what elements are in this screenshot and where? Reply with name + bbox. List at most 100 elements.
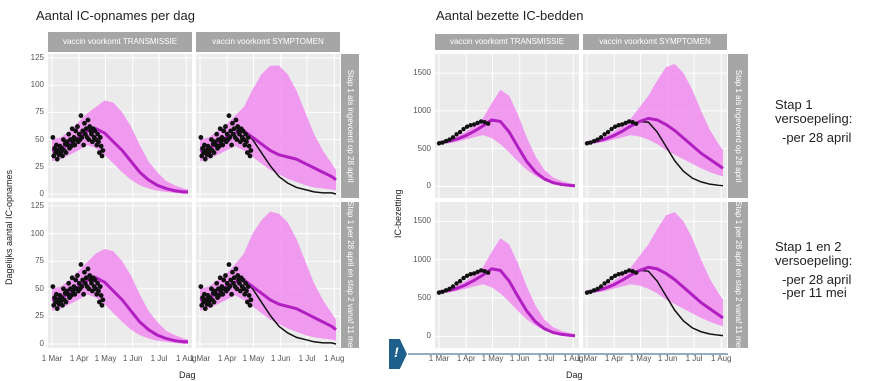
x-tick-label: 1 Jul <box>298 354 316 363</box>
observed-point <box>89 131 94 137</box>
reference-overlay <box>408 353 728 355</box>
facet-strip-symptomen: vaccin voorkomt SYMPTOMEN <box>196 32 340 52</box>
observed-point <box>584 290 590 295</box>
observed-point <box>246 293 252 298</box>
observed-point <box>440 289 445 295</box>
observed-point <box>223 273 228 278</box>
observed-point <box>244 299 250 305</box>
panel-plot <box>196 202 340 348</box>
observed-point <box>633 270 639 275</box>
observed-point <box>89 280 94 286</box>
x-tick-label: 1 May <box>94 354 117 363</box>
panel-plot <box>583 202 727 348</box>
step1-title: Stap 1 <box>775 97 813 112</box>
median-line <box>438 267 576 338</box>
y-tick-label: 50 <box>35 134 44 144</box>
x-tick-label: 1 Apr <box>217 354 237 363</box>
observed-point <box>243 131 249 137</box>
observed-point <box>54 156 60 162</box>
y-tick-label: 75 <box>35 107 44 117</box>
observed-point <box>616 272 621 277</box>
observed-point <box>447 137 452 142</box>
observed-point <box>244 150 250 156</box>
median-line <box>586 116 724 170</box>
observed-point <box>623 120 628 126</box>
x-tick-label: 1 Mar <box>41 354 63 363</box>
observed-point <box>78 262 84 267</box>
observed-point <box>234 137 240 142</box>
facet-strip-transmissie: vaccin voorkomt TRANSMISSIE <box>48 32 192 52</box>
observed-point <box>227 284 233 289</box>
facet-strip-row-stap12-label: Stap 1 per 28 april en stap 2 vanaf 11 m… <box>346 201 355 349</box>
observed-point <box>598 284 604 289</box>
observed-point <box>79 284 85 289</box>
observed-point <box>468 123 473 128</box>
observed-point <box>96 288 101 294</box>
y-tick-label: 25 <box>35 311 44 321</box>
x-tick-label: 1 Jun <box>509 354 530 363</box>
observed-point <box>96 299 102 305</box>
observed-point <box>83 126 89 132</box>
y-tick-label: 125 <box>30 201 44 210</box>
observed-point <box>224 280 230 286</box>
right-panel-transmissie-stap12 <box>435 202 579 348</box>
left-panel-symptomen-stap12 <box>196 202 340 348</box>
observed-point <box>591 138 597 144</box>
y-tick-label: 50 <box>35 283 44 293</box>
facet-strip-row-stap1: Stap 1 als ingevoerd op 28 april <box>341 54 359 198</box>
x-tick-label: 1 Jun <box>657 354 678 363</box>
right-y-axis-label: IC-bezetting <box>393 189 403 238</box>
observed-point <box>73 277 79 283</box>
observed-point <box>60 153 65 159</box>
observed-point <box>229 291 234 297</box>
observed-point <box>82 269 87 275</box>
observed-point <box>584 141 590 146</box>
facet-strip-row-stap12-right-label: Stap 1 per 28 april en stap 2 vanaf 11 m… <box>734 201 743 349</box>
observed-point <box>630 268 635 274</box>
observed-point <box>209 286 214 292</box>
x-tick-label: 1 Aug <box>563 354 584 363</box>
left-x-axis-label: Dag <box>179 370 196 380</box>
observed-point <box>54 306 60 312</box>
observed-point <box>595 137 600 142</box>
observed-point <box>235 124 241 129</box>
observed-point <box>221 128 227 134</box>
y-tick-label: 1500 <box>413 216 431 226</box>
observed-point <box>475 269 480 275</box>
uncertainty-band <box>200 65 336 191</box>
observed-point <box>485 270 491 275</box>
observed-point <box>244 288 249 294</box>
panel-plot <box>48 202 192 348</box>
step2-subtitle: versoepeling: <box>775 253 853 268</box>
panel-plot <box>196 54 340 198</box>
observed-point <box>92 277 98 283</box>
y-tick-label: 0 <box>39 339 44 348</box>
observed-point <box>471 271 477 276</box>
observed-point <box>228 277 234 283</box>
observed-point <box>208 302 213 308</box>
observed-point <box>457 129 463 135</box>
observed-point <box>86 137 92 142</box>
x-tick-label: 1 Jul <box>685 354 703 363</box>
panel-plot <box>48 54 192 198</box>
observed-point <box>244 139 249 145</box>
right-panel-symptomen-stap1 <box>583 54 727 198</box>
observed-point <box>78 113 84 119</box>
observed-point <box>89 288 95 294</box>
observed-point <box>198 284 204 289</box>
step2-date2: -per 11 mei <box>782 285 847 300</box>
observed-point <box>457 278 463 284</box>
observed-point <box>226 113 232 119</box>
observed-point <box>237 139 243 145</box>
y-tick-label: 25 <box>35 161 44 171</box>
observed-point <box>95 280 101 286</box>
observed-point <box>595 286 600 291</box>
x-tick-label: 1 Aug <box>324 354 345 363</box>
right-panel-transmissie-stap1 <box>435 54 579 198</box>
x-tick-label: 1 Mar <box>189 354 211 363</box>
observed-point <box>61 137 66 142</box>
observed-point <box>443 138 449 144</box>
uncertainty-band <box>439 238 575 336</box>
observed-point <box>248 297 254 303</box>
observed-point <box>436 290 442 295</box>
